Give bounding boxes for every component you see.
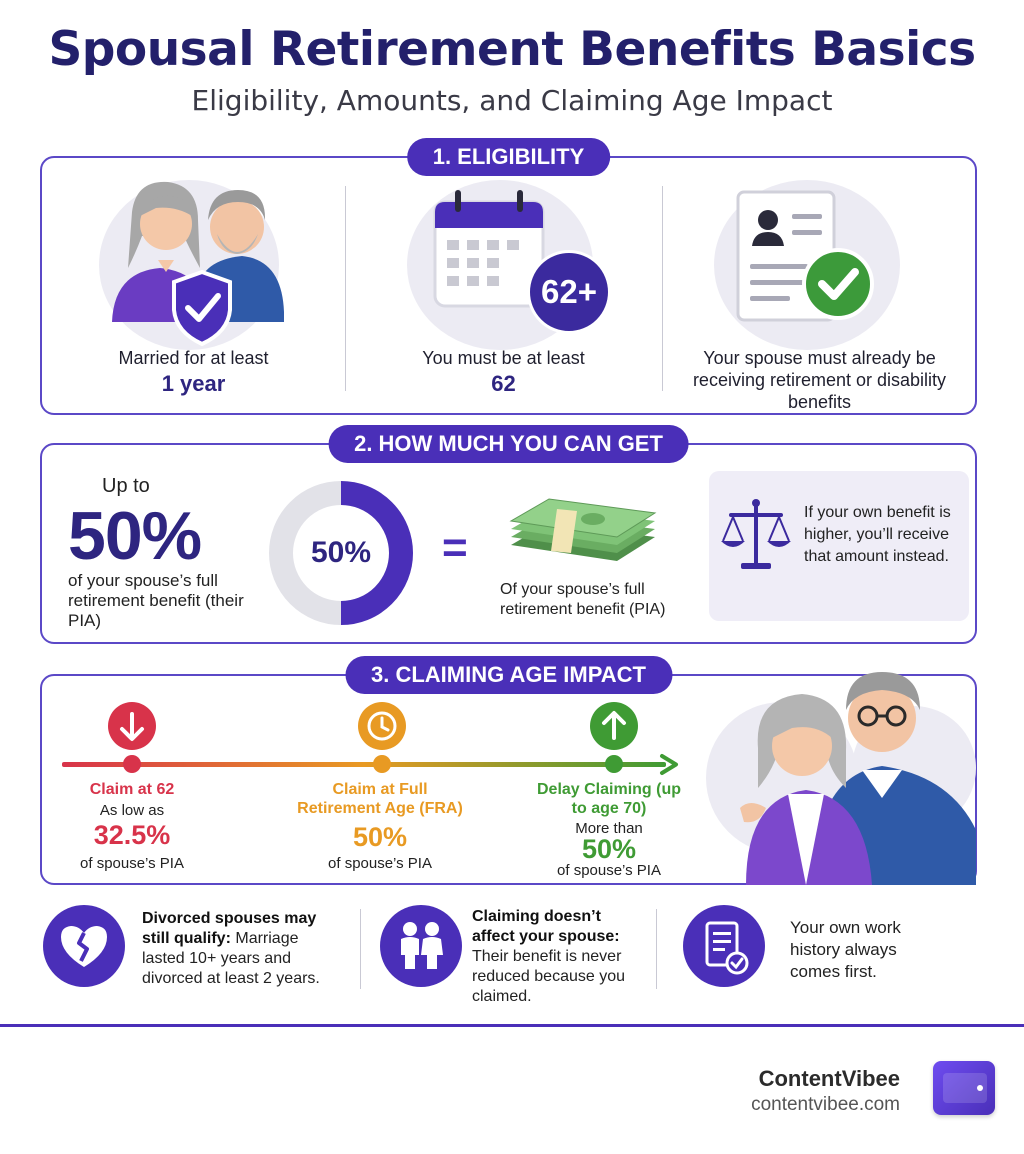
eligibility-spouse-receiving: Your spouse must already be receiving re… (662, 158, 977, 413)
tip-divorced: Divorced spouses may still qualify: Marr… (142, 909, 342, 989)
tip-divorced-text: Marriage lasted 10+ years and divorced a… (142, 930, 320, 987)
eligibility-age-highlight: 62 (491, 371, 516, 396)
eligibility-age: 62+ You must be at least 62 (345, 158, 662, 413)
document-check-icon (683, 905, 765, 987)
stage-value: 32.5% (93, 820, 171, 850)
amount-up-to: Up to (102, 475, 150, 497)
eligibility-married-highlight: 1 year (161, 371, 226, 396)
claiming-pill: 3. CLAIMING AGE IMPACT (345, 656, 672, 694)
stage-sub: More than (575, 820, 643, 837)
senior-couple-image (706, 672, 976, 885)
stage-pia: of spouse’s PIA (557, 862, 661, 879)
timeline-line (62, 762, 666, 767)
eligibility-married: Married for at least 1 year (42, 158, 345, 413)
timeline-dot (605, 755, 623, 773)
divider (345, 186, 346, 391)
tip-spouse-bold: Claiming doesn’t affect your spouse: (472, 908, 620, 945)
divider (360, 909, 361, 989)
people-icon (380, 905, 462, 987)
amount-description: of your spouse’s full retirement benefit… (68, 571, 244, 630)
couple-shield-icon (112, 181, 284, 347)
broken-heart-icon (43, 905, 125, 987)
footer-divider (0, 1024, 1024, 1027)
amount-percent: 50% (68, 498, 202, 574)
timeline-dot (373, 755, 391, 773)
calendar-icon (433, 190, 545, 308)
money-description: Of your spouse’s full retirement benefit… (500, 581, 666, 618)
donut-label: 50% (311, 536, 371, 569)
document-check-icon (736, 190, 874, 322)
timeline-arrow-icon (660, 754, 678, 775)
stage-sub: As low as (99, 802, 165, 819)
stage-pia: of spouse’s PIA (328, 855, 432, 872)
eligibility-panel: 1. ELIGIBILITY Married for at least 1 ye… (40, 138, 977, 415)
tip-spouse: Claiming doesn’t affect your spouse: The… (472, 907, 642, 1007)
stage-value: 50% (352, 822, 408, 852)
tip-divorced-bold: Divorced spouses may still qualify: (142, 910, 317, 947)
claiming-panel: 3. CLAIMING AGE IMPACT Claim at 62 As lo… (40, 656, 977, 885)
tip-spouse-text: Their benefit is never reduced because y… (472, 948, 625, 1005)
stage-title: Claim at 62 (89, 781, 175, 798)
brand-block: ContentVibee contentvibee.com (751, 1066, 900, 1116)
divider (662, 186, 663, 391)
brand-url[interactable]: contentvibee.com (751, 1094, 900, 1115)
brand-logo-icon (933, 1061, 995, 1115)
donut-chart: 50% (269, 481, 413, 625)
timeline-dot (123, 755, 141, 773)
page-title: Spousal Retirement Benefits Basics (48, 22, 976, 77)
scale-icon (721, 499, 791, 569)
tips-row: Divorced spouses may still qualify: Marr… (0, 895, 1024, 1015)
brand-name: ContentVibee (758, 1066, 900, 1091)
eligibility-age-text: You must be at least (422, 348, 585, 368)
tip-work-history: Your own work history always comes first… (790, 918, 901, 981)
claiming-timeline (62, 702, 678, 775)
cash-stack-icon (509, 498, 657, 561)
amount-pill: 2. HOW MUCH YOU CAN GET (328, 425, 689, 463)
eligibility-pill: 1. ELIGIBILITY (406, 138, 611, 176)
equals-sign: = (442, 523, 468, 572)
stage-value: 50% (581, 834, 637, 864)
stage-pia: of spouse’s PIA (80, 855, 184, 872)
amount-panel: 2. HOW MUCH YOU CAN GET Up to 50% of you… (40, 425, 977, 644)
eligibility-married-text: Married for at least (118, 348, 269, 368)
donut-fill (340, 481, 413, 625)
divider (656, 909, 657, 989)
eligibility-spouse-text: Your spouse must already be receiving re… (692, 348, 947, 412)
higher-benefit-text: If your own benefit is higher, you’ll re… (804, 504, 951, 565)
page-subtitle: Eligibility, Amounts, and Claiming Age I… (191, 84, 833, 117)
higher-benefit-note: If your own benefit is higher, you’ll re… (709, 471, 969, 621)
age-badge: 62+ (527, 250, 611, 334)
stage-title: Delay Claiming (up to age 70) (536, 781, 682, 817)
stage-title: Claim at Full Retirement Age (FRA) (297, 781, 463, 817)
